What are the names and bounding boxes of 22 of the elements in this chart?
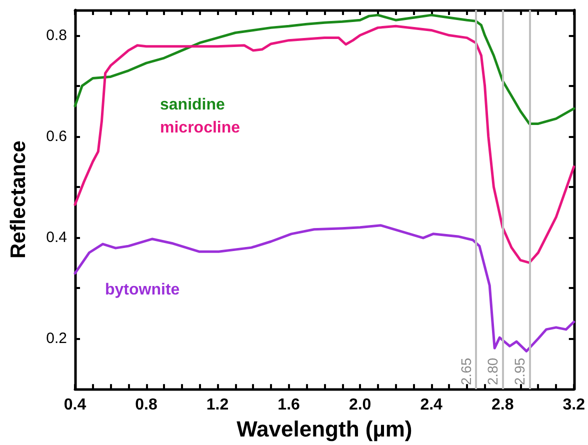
y-axis-title: Reflectance [7, 140, 30, 258]
ref-line-label: 2.95 [511, 358, 528, 386]
x-tick-label: 0.8 [135, 396, 158, 414]
text: sanidine [160, 96, 226, 114]
x-tick-label: 1.6 [278, 396, 300, 414]
x-tick-label: 1.2 [206, 396, 229, 414]
x-tick-label: 2.0 [348, 396, 372, 414]
text: microcline [160, 120, 240, 136]
x-tick-label: 0.4 [64, 396, 86, 414]
y-tick-label: 0.2 [46, 330, 67, 348]
x-tick-label: 3.2 [562, 396, 586, 414]
series-label: bytownite [105, 282, 180, 298]
x-axis-title: Wavelength (µm) [236, 416, 412, 442]
ref-line-label: 2.80 [484, 358, 501, 386]
y-tick-label: 0.6 [46, 128, 67, 145]
line-series [74, 224, 576, 352]
x-tick-label: 2.8 [491, 396, 514, 414]
ref-line-label: 2.65 [458, 358, 474, 386]
x-tick-label: 2.4 [420, 396, 443, 414]
y-tick-label: 0.4 [46, 228, 67, 246]
line-series [74, 24, 576, 264]
y-tick-label: 0.8 [46, 26, 67, 44]
